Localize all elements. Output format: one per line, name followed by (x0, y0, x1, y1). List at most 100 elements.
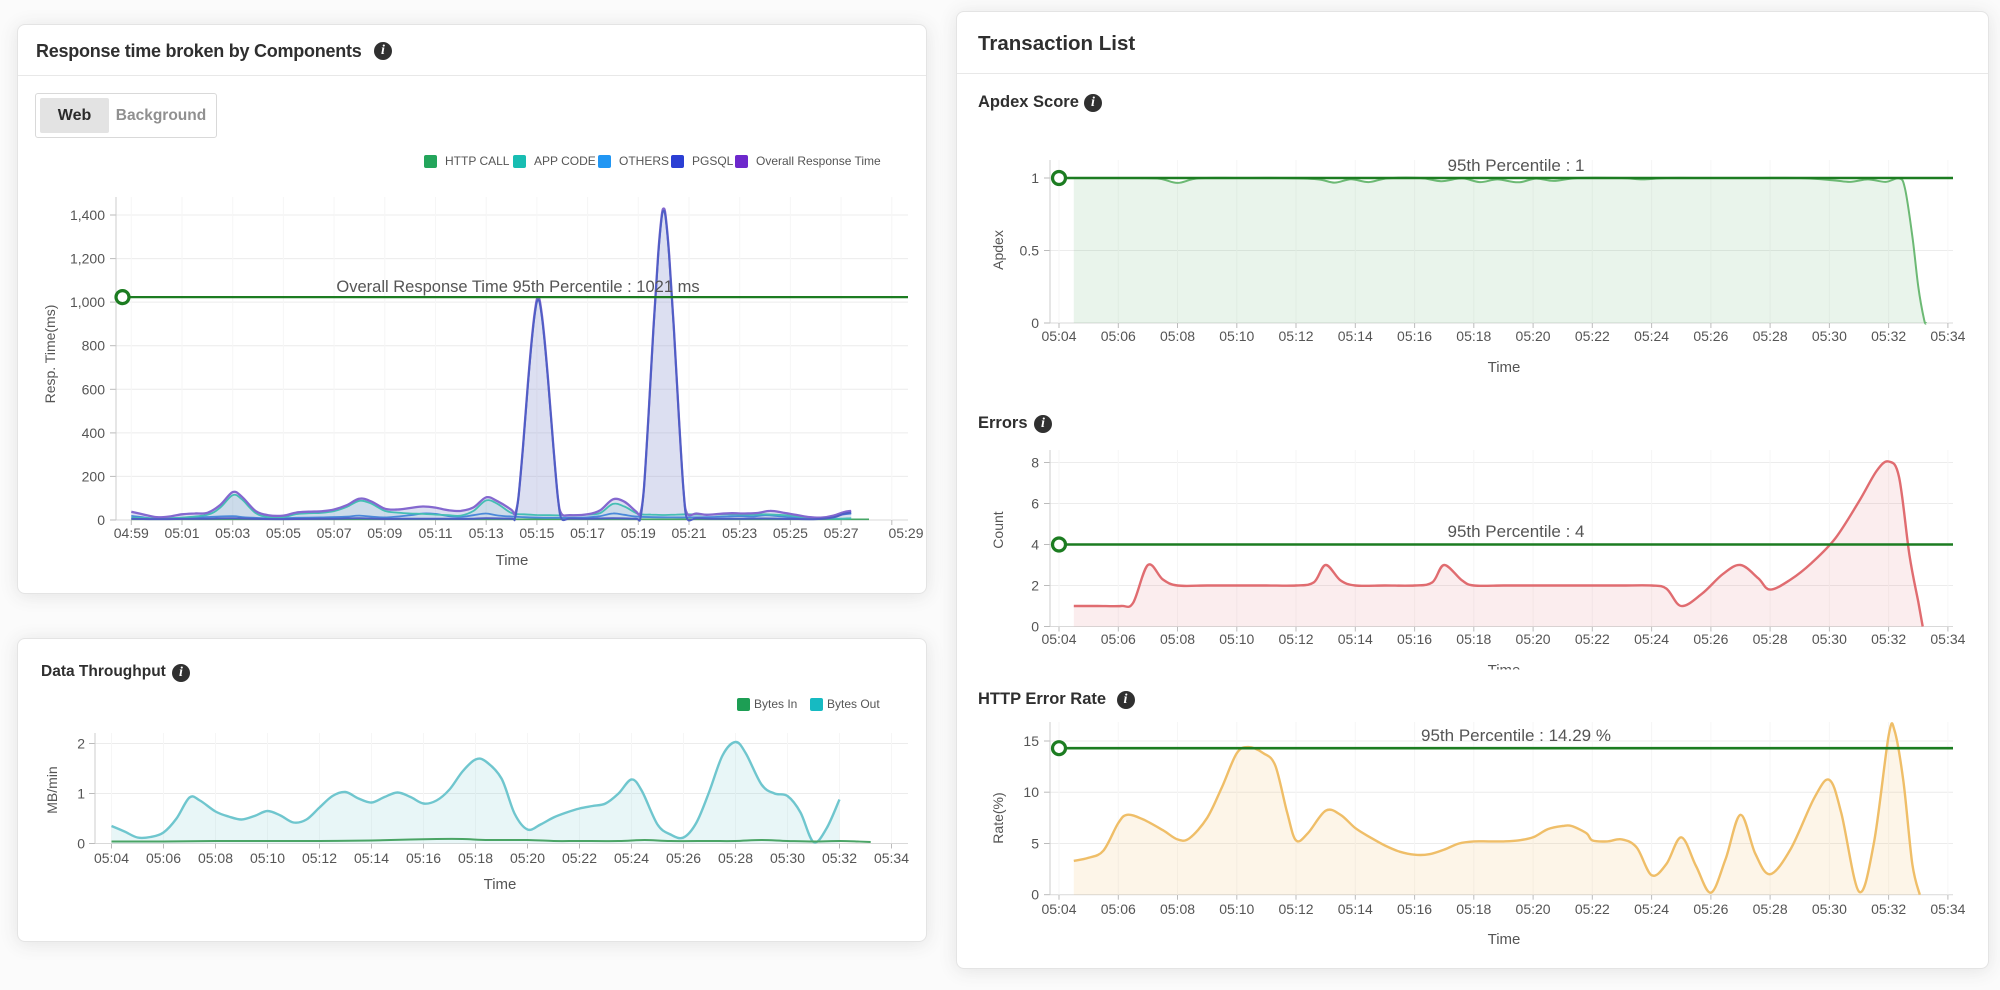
svg-text:600: 600 (82, 381, 106, 397)
svg-text:05:12: 05:12 (1279, 328, 1314, 344)
svg-text:05:10: 05:10 (250, 850, 285, 866)
svg-text:05:16: 05:16 (1397, 901, 1432, 917)
svg-text:Time: Time (1488, 931, 1521, 948)
svg-text:05:22: 05:22 (1575, 328, 1610, 344)
svg-text:Resp. Time(ms): Resp. Time(ms) (42, 305, 58, 404)
svg-text:05:28: 05:28 (1753, 328, 1788, 344)
svg-text:05:06: 05:06 (1101, 631, 1136, 647)
svg-text:05:10: 05:10 (1219, 901, 1254, 917)
svg-text:Count: Count (990, 511, 1006, 548)
svg-text:05:16: 05:16 (1397, 631, 1432, 647)
svg-text:05:34: 05:34 (1930, 901, 1965, 917)
svg-text:05:10: 05:10 (1219, 631, 1254, 647)
svg-text:05:04: 05:04 (94, 850, 129, 866)
svg-text:Rate(%): Rate(%) (990, 792, 1006, 843)
svg-text:05:18: 05:18 (1456, 631, 1491, 647)
svg-text:Time: Time (496, 552, 529, 569)
svg-text:0: 0 (1031, 619, 1039, 635)
svg-text:05:28: 05:28 (1753, 631, 1788, 647)
svg-text:04:59: 04:59 (114, 525, 149, 541)
svg-text:05:09: 05:09 (367, 525, 402, 541)
svg-text:05:25: 05:25 (773, 525, 808, 541)
svg-text:05:11: 05:11 (419, 525, 453, 541)
svg-text:05:17: 05:17 (570, 525, 605, 541)
svg-text:05:15: 05:15 (519, 525, 554, 541)
svg-text:05:22: 05:22 (1575, 901, 1610, 917)
svg-text:05:04: 05:04 (1041, 901, 1076, 917)
svg-text:05:29: 05:29 (888, 525, 923, 541)
svg-text:05:26: 05:26 (1693, 328, 1728, 344)
svg-text:95th Percentile : 14.29 %: 95th Percentile : 14.29 % (1421, 726, 1611, 745)
svg-text:Overall Response Time 95th Per: Overall Response Time 95th Percentile : … (336, 278, 699, 296)
svg-text:05:06: 05:06 (146, 850, 181, 866)
svg-text:05:14: 05:14 (1338, 631, 1373, 647)
svg-text:05:30: 05:30 (1812, 328, 1847, 344)
svg-text:05:05: 05:05 (266, 525, 301, 541)
svg-text:05:20: 05:20 (510, 850, 545, 866)
svg-text:05:16: 05:16 (1397, 328, 1432, 344)
svg-text:05:23: 05:23 (722, 525, 757, 541)
svg-text:05:22: 05:22 (1575, 631, 1610, 647)
svg-text:05:08: 05:08 (1160, 901, 1195, 917)
svg-text:6: 6 (1031, 496, 1039, 512)
svg-text:05:20: 05:20 (1516, 328, 1551, 344)
svg-text:400: 400 (82, 425, 106, 441)
svg-text:05:30: 05:30 (1812, 631, 1847, 647)
svg-text:05:26: 05:26 (666, 850, 701, 866)
svg-text:05:19: 05:19 (621, 525, 656, 541)
svg-text:05:07: 05:07 (317, 525, 352, 541)
svg-text:05:32: 05:32 (1871, 901, 1906, 917)
svg-text:MB/min: MB/min (44, 766, 60, 813)
svg-text:05:34: 05:34 (1930, 328, 1965, 344)
svg-text:05:28: 05:28 (1753, 901, 1788, 917)
svg-text:05:30: 05:30 (1812, 901, 1847, 917)
svg-text:05:01: 05:01 (164, 525, 199, 541)
svg-text:05:34: 05:34 (1930, 631, 1965, 647)
svg-text:05:26: 05:26 (1693, 631, 1728, 647)
svg-text:05:18: 05:18 (1456, 901, 1491, 917)
svg-text:95th Percentile : 1: 95th Percentile : 1 (1447, 156, 1584, 175)
svg-text:05:13: 05:13 (469, 525, 504, 541)
svg-text:0: 0 (97, 512, 105, 528)
svg-text:1,000: 1,000 (70, 294, 105, 310)
svg-text:1: 1 (77, 786, 85, 802)
svg-text:05:28: 05:28 (718, 850, 753, 866)
svg-text:05:16: 05:16 (406, 850, 441, 866)
svg-text:05:20: 05:20 (1516, 631, 1551, 647)
svg-text:05:03: 05:03 (215, 525, 250, 541)
svg-text:05:10: 05:10 (1219, 328, 1254, 344)
svg-text:05:08: 05:08 (1160, 631, 1195, 647)
svg-text:15: 15 (1023, 733, 1039, 749)
svg-text:Apdex: Apdex (990, 230, 1006, 270)
svg-text:0: 0 (77, 836, 85, 852)
svg-text:05:26: 05:26 (1693, 901, 1728, 917)
svg-text:0.5: 0.5 (1020, 243, 1040, 259)
svg-text:95th Percentile : 4: 95th Percentile : 4 (1447, 522, 1584, 541)
svg-text:1,400: 1,400 (70, 207, 105, 223)
svg-text:05:24: 05:24 (614, 850, 649, 866)
svg-text:0: 0 (1031, 887, 1039, 903)
svg-text:Time: Time (484, 876, 517, 893)
svg-text:10: 10 (1023, 784, 1039, 800)
svg-text:05:20: 05:20 (1516, 901, 1551, 917)
svg-text:0: 0 (1031, 315, 1039, 331)
svg-text:05:04: 05:04 (1041, 328, 1076, 344)
svg-text:05:24: 05:24 (1634, 631, 1669, 647)
svg-text:05:32: 05:32 (1871, 631, 1906, 647)
svg-text:05:04: 05:04 (1041, 631, 1076, 647)
svg-text:05:12: 05:12 (302, 850, 337, 866)
svg-text:8: 8 (1031, 455, 1039, 471)
svg-text:05:22: 05:22 (562, 850, 597, 866)
svg-text:05:32: 05:32 (822, 850, 857, 866)
svg-text:05:14: 05:14 (1338, 901, 1373, 917)
svg-text:05:14: 05:14 (354, 850, 389, 866)
svg-text:Time: Time (1488, 359, 1521, 376)
svg-text:05:21: 05:21 (671, 525, 706, 541)
svg-text:05:34: 05:34 (874, 850, 909, 866)
svg-text:05:18: 05:18 (1456, 328, 1491, 344)
svg-text:05:12: 05:12 (1279, 631, 1314, 647)
svg-text:800: 800 (82, 338, 106, 354)
svg-text:4: 4 (1031, 537, 1039, 553)
svg-text:05:08: 05:08 (1160, 328, 1195, 344)
svg-text:1: 1 (1031, 170, 1039, 186)
